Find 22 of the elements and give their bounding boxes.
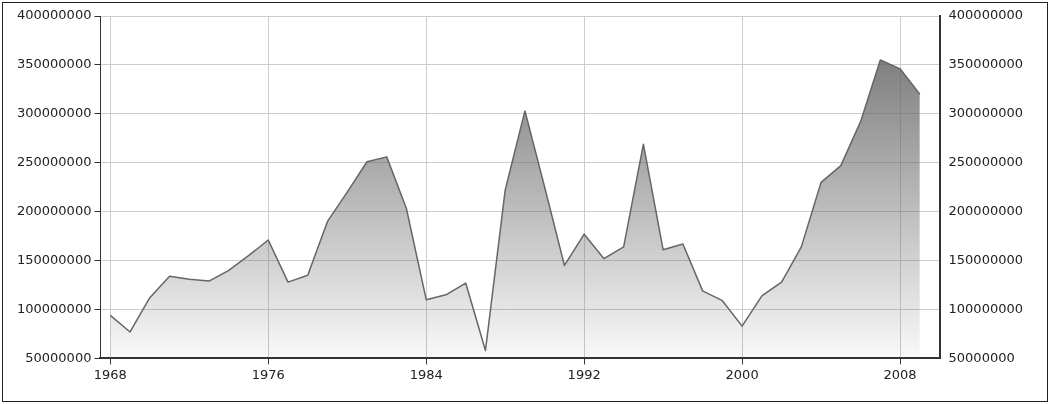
x-tick-label: 1984 (409, 366, 443, 382)
y2-tick-label: 300000000 (948, 105, 1024, 121)
x-tick-label: 1992 (567, 366, 601, 382)
x-tick-label: 1968 (93, 366, 127, 382)
y2-tick-label: 100000000 (948, 300, 1024, 316)
y-tick-label: 300000000 (16, 105, 92, 121)
y-tick-label: 250000000 (16, 154, 92, 170)
y2-tick-label: 150000000 (948, 251, 1024, 267)
y-tick-label: 50000000 (25, 349, 92, 365)
y-tick-label: 400000000 (16, 7, 92, 23)
x-tick-label: 2008 (883, 366, 917, 382)
y-tick-label: 150000000 (16, 251, 92, 267)
y-tick-label: 100000000 (16, 300, 92, 316)
y2-tick-label: 350000000 (948, 56, 1024, 72)
y2-tick-label: 200000000 (948, 203, 1024, 219)
y-tick-label: 350000000 (16, 56, 92, 72)
y2-tick-label: 400000000 (948, 7, 1024, 23)
y-tick-label: 200000000 (16, 203, 92, 219)
y2-tick-label: 250000000 (948, 154, 1024, 170)
y2-tick-label: 50000000 (948, 349, 1015, 365)
x-tick-label: 1976 (251, 366, 285, 382)
x-tick-label: 2000 (725, 366, 759, 382)
